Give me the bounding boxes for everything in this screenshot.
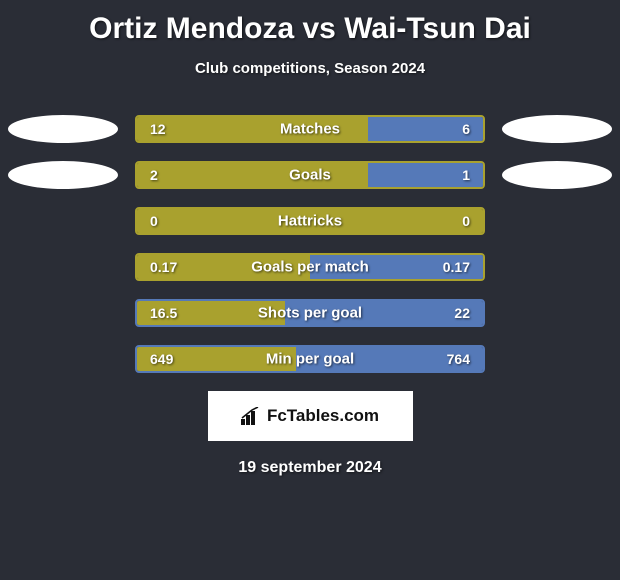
- stat-row: 126Matches: [0, 115, 620, 143]
- metric-label: Goals: [0, 167, 620, 184]
- stat-row: 00Hattricks: [0, 207, 620, 235]
- comparison-chart: 126Matches 21Goals 00Hattricks 0.170.17Goal…: [0, 115, 620, 373]
- metric-label: Goals per match: [0, 259, 620, 276]
- title-vs: vs: [302, 12, 335, 45]
- metric-label: Matches: [0, 121, 620, 138]
- metric-label: Hattricks: [0, 213, 620, 230]
- subtitle: Club competitions, Season 2024: [0, 60, 620, 77]
- player2-name: Wai-Tsun Dai: [344, 12, 531, 45]
- fctables-logo-icon: [241, 407, 261, 425]
- metric-label: Min per goal: [0, 351, 620, 368]
- stat-row: 0.170.17Goals per match: [0, 253, 620, 281]
- date-text: 19 september 2024: [0, 459, 620, 477]
- page-title: Ortiz Mendoza vs Wai-Tsun Dai: [0, 0, 620, 46]
- stat-row: 16.522Shots per goal: [0, 299, 620, 327]
- player1-name: Ortiz Mendoza: [89, 12, 294, 45]
- stat-row: 649764Min per goal: [0, 345, 620, 373]
- logo-text: FcTables.com: [267, 406, 379, 426]
- stat-row: 21Goals: [0, 161, 620, 189]
- logo-box: FcTables.com: [208, 391, 413, 441]
- metric-label: Shots per goal: [0, 305, 620, 322]
